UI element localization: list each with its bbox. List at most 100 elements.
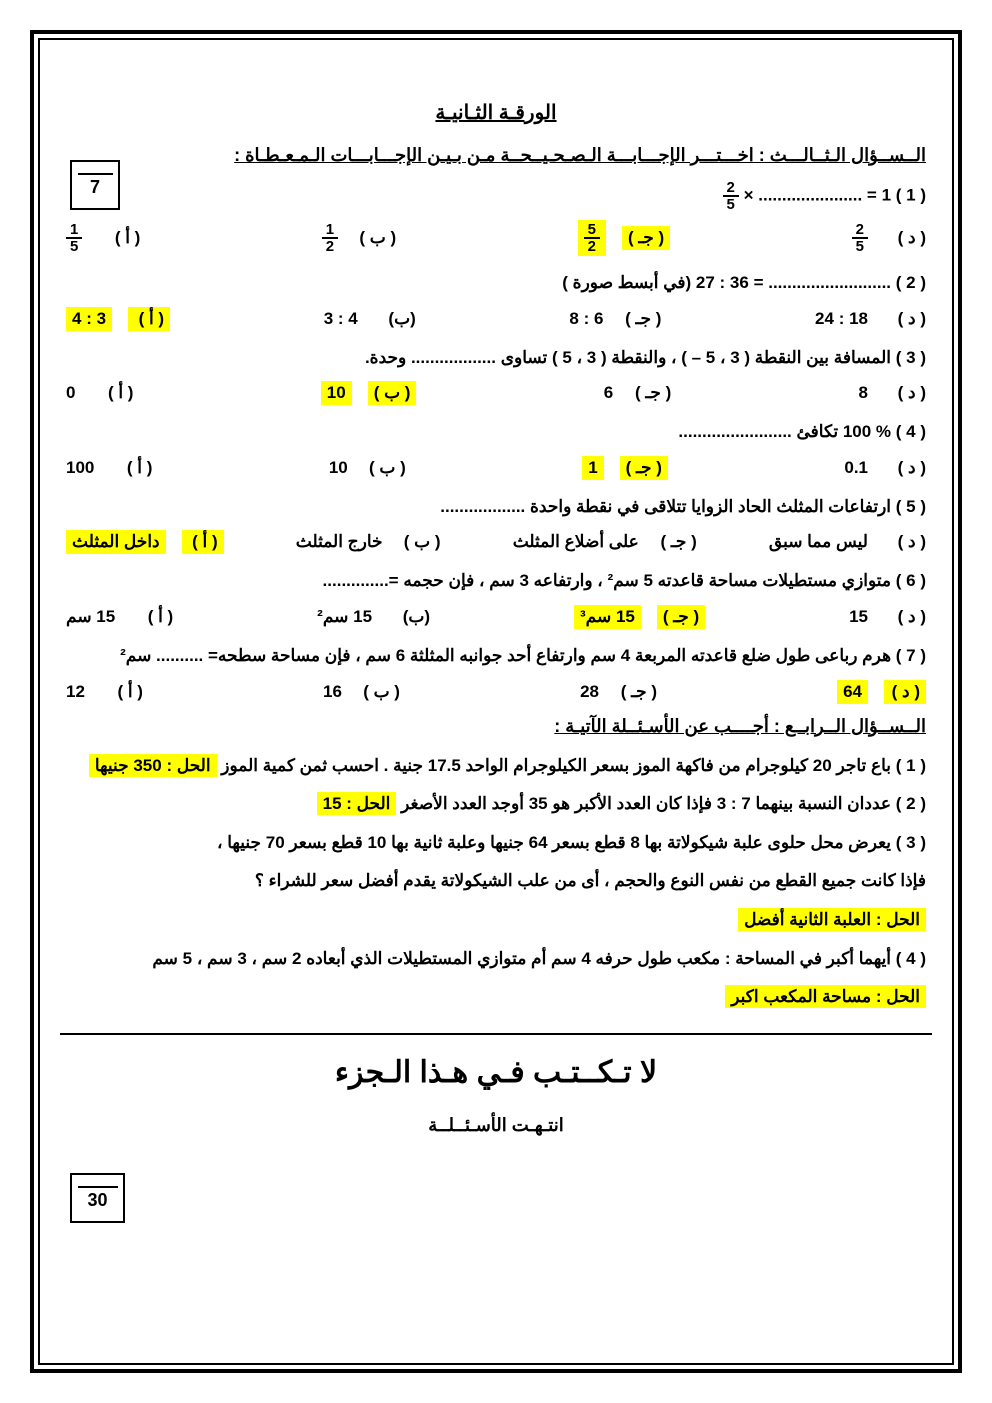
score-top-value: 7	[90, 177, 100, 198]
option-value: 15	[849, 607, 868, 627]
option-label: ( أ )	[110, 458, 152, 478]
option-value: 25	[852, 222, 868, 254]
option-label: ( د )	[884, 383, 926, 403]
option: ( جـ ) 52	[578, 220, 671, 256]
option-label: (ب)	[388, 607, 430, 627]
option-value: خارج المثلث	[296, 532, 383, 552]
option-label: ( جـ )	[629, 383, 671, 403]
option-label: ( د )	[884, 309, 926, 329]
option: ( جـ )28	[580, 682, 657, 702]
option: ( ب ) 10	[321, 381, 417, 405]
option-label: ( جـ )	[620, 456, 668, 480]
divider	[60, 1033, 932, 1035]
option-label: ( ب )	[399, 532, 441, 552]
option: ( جـ ) 1	[582, 456, 668, 480]
option-label: ( أ )	[131, 607, 173, 627]
option: ( د )8	[859, 383, 926, 403]
option-value: 1	[582, 456, 603, 480]
option-value: 3 : 4	[66, 307, 112, 331]
option-value: 100	[66, 458, 94, 478]
option: ( ب ) 12	[322, 222, 396, 254]
option-value: 6 : 8	[569, 309, 603, 329]
option: (ب)15 سم²	[317, 607, 430, 627]
option: ( جـ )على أضلاع المثلث	[513, 532, 697, 552]
option-value: 15 سم³	[574, 605, 641, 629]
q3-container: ( 1 ) 1 = ...................... × 25 ( أ…	[60, 180, 932, 704]
option-label: ( د )	[884, 228, 926, 248]
option: ( د ) 15	[849, 607, 926, 627]
q4-header: الــســؤال الــرابــع : أجــــب عن الأسـ…	[60, 716, 932, 737]
question-text: ( 5 ) ارتفاعات المثلث الحاد الزوايا تتلا…	[60, 492, 932, 523]
option-value: ليس مما سبق	[769, 532, 868, 552]
option-value: 10	[329, 458, 348, 478]
end-text: انتـهـت الأسـئــلــة	[60, 1115, 932, 1136]
option-value: 15 سم	[66, 607, 115, 627]
option-value: 0	[66, 383, 75, 403]
option-label: ( جـ )	[615, 682, 657, 702]
q3-header: الــســؤال الـثــالـــث : اخـــتـــر الإ…	[60, 145, 932, 166]
options-row: ( أ ) 15 سم (ب)15 سم² ( جـ )15 سم³ ( د ) 15	[60, 605, 932, 629]
q4-line: ( 3 ) يعرض محل حلوى علبة شيكولاتة بها 8 …	[60, 828, 932, 859]
option-label: ( أ )	[182, 530, 224, 554]
option: ( ب ) خارج المثلث	[296, 532, 441, 552]
option: ( أ )داخل المثلث	[66, 530, 224, 554]
option: ( أ ) 12	[66, 682, 143, 702]
question-text: ( 2 ) .......................... = 36 : …	[60, 268, 932, 299]
q4-line: الحل : مساحة المكعب اكبر	[60, 982, 932, 1013]
option: ( أ ) 0	[66, 383, 133, 403]
score-box-top: 7	[70, 160, 120, 210]
option: ( د )18 : 24	[815, 309, 926, 329]
option-label: ( د )	[884, 680, 926, 704]
answer-highlight: الحل : 15	[317, 792, 397, 815]
option-label: ( ب )	[354, 228, 396, 248]
option-label: ( أ )	[91, 383, 133, 403]
option: ( جـ )15 سم³	[574, 605, 705, 629]
question-text: ( 6 ) متوازي مستطيلات مساحة قاعدته 5 سم²…	[60, 566, 932, 597]
option: ( ب )10	[329, 458, 406, 478]
option: ( أ ) 15 سم	[66, 607, 173, 627]
answer-highlight: الحل : مساحة المكعب اكبر	[725, 985, 926, 1008]
option: ( د )64	[837, 680, 926, 704]
page-title: الورقـة الثـانيـة	[60, 100, 932, 125]
options-row: ( أ )داخل المثلث ( ب ) خارج المثلث ( جـ )عل…	[60, 530, 932, 554]
option: ( أ )15	[66, 222, 140, 254]
option-value: 10	[321, 381, 352, 405]
option-label: ( أ )	[128, 307, 170, 331]
bottom-section: لا تـكــتـب فـي هـذا الـجزء انتـهـت الأس…	[60, 1055, 932, 1136]
options-row: ( أ )100( ب )10( جـ )1( د )0.1	[60, 456, 932, 480]
option-label: ( جـ )	[622, 226, 670, 250]
option: ( أ ) 3 : 4	[66, 307, 170, 331]
option-value: 52	[578, 220, 606, 256]
option-value: 12	[66, 682, 85, 702]
option: ( د ) ليس مما سبق	[769, 532, 926, 552]
option-value: 6	[604, 383, 613, 403]
answer-highlight: الحل : 350 جنيها	[89, 754, 217, 777]
options-row: ( أ ) 0 ( ب ) 10 ( جـ ) 6 ( د )8	[60, 381, 932, 405]
option-label: ( ب )	[368, 381, 417, 405]
q4-line: الحل : العلبة الثانية أفضل	[60, 905, 932, 936]
option: ( أ ) 100	[66, 458, 152, 478]
option-label: ( ب )	[358, 682, 400, 702]
q4-line: ( 4 ) أيهما أكبر في المساحة : مكعب طول ح…	[60, 944, 932, 975]
option: ( جـ ) 6 : 8	[569, 309, 661, 329]
options-row: ( أ )3 : 4(ب)4 : 3( جـ )6 : 8( د )18 : 2…	[60, 307, 932, 331]
options-row: ( أ ) 12 ( ب ) 16 ( جـ )28 ( د )64	[60, 680, 932, 704]
no-write-text: لا تـكــتـب فـي هـذا الـجزء	[60, 1055, 932, 1090]
options-row: ( أ )15 ( ب ) 12 ( جـ ) 52 ( د ) 25	[60, 220, 932, 256]
q4-line: ( 1 ) باع تاجر 20 كيلوجرام من فاكهة المو…	[60, 751, 932, 782]
option-value: 16	[323, 682, 342, 702]
option-label: ( د )	[884, 532, 926, 552]
option-label: ( جـ )	[655, 532, 697, 552]
option-value: 4 : 3	[324, 309, 358, 329]
option: ( ب ) 16	[323, 682, 400, 702]
option-label: ( د )	[884, 607, 926, 627]
question-text: ( 1 ) 1 = ...................... × 25	[60, 180, 932, 212]
option-value: 12	[322, 222, 338, 254]
answer-highlight: الحل : العلبة الثانية أفضل	[738, 908, 926, 931]
option-label: ( جـ )	[619, 309, 661, 329]
option: ( د ) 25	[852, 222, 926, 254]
inner-border: الورقـة الثـانيـة 7 الــســؤال الـثــالـ…	[38, 38, 954, 1365]
option-label: ( أ )	[101, 682, 143, 702]
score-box-bottom: 30	[70, 1173, 125, 1223]
score-bottom-value: 30	[87, 1190, 107, 1211]
